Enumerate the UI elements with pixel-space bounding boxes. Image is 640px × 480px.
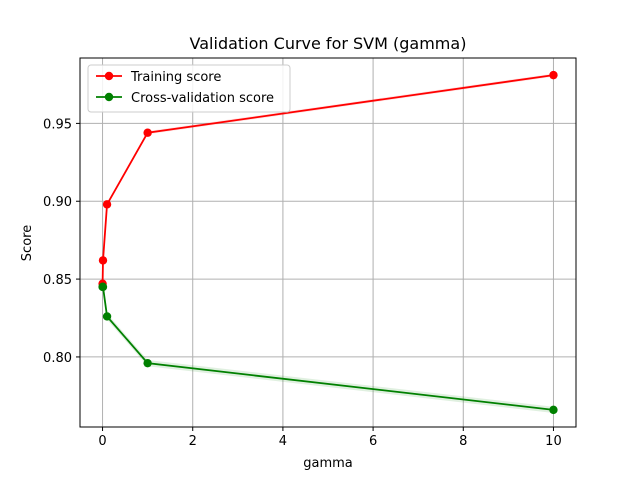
y-tick-label: 0.85 xyxy=(43,273,72,288)
x-axis-label: gamma xyxy=(303,456,353,471)
legend-label-training-score: Training score xyxy=(130,70,221,85)
x-tick-label: 10 xyxy=(545,434,562,449)
y-tick-label: 0.80 xyxy=(43,351,72,366)
training-score-point xyxy=(143,128,152,137)
cross-validation-score-point xyxy=(549,405,558,415)
y-tick-label: 0.90 xyxy=(43,195,72,210)
y-axis-label: Score xyxy=(20,225,35,261)
legend-label-cross-validation-score: Cross-validation score xyxy=(131,91,274,106)
legend: Training score Cross-validation score xyxy=(87,64,291,113)
chart-title: Validation Curve for SVM (gamma) xyxy=(190,34,467,53)
x-tick-label: 8 xyxy=(459,434,467,449)
grid xyxy=(80,58,576,427)
training-score-point xyxy=(549,70,558,80)
x-tick-label: 6 xyxy=(369,434,377,449)
cross-validation-score-point xyxy=(98,282,108,292)
training-score-point xyxy=(98,256,108,265)
x-tick-label: 4 xyxy=(279,434,287,449)
plot-frame xyxy=(79,57,577,428)
x-tick-label: 0 xyxy=(98,434,106,449)
y-tick-label: 0.95 xyxy=(43,117,72,132)
x-tick-label: 2 xyxy=(189,434,197,449)
legend-marker-cross-validation-score xyxy=(104,92,114,102)
training-score-point xyxy=(102,200,112,209)
ticks: 0 2 4 6 8 10 0.80 0.85 0.90 0.95 xyxy=(43,117,562,449)
series xyxy=(98,70,558,415)
cross-validation-score-point xyxy=(143,358,152,368)
cross-validation-score-point xyxy=(102,312,112,321)
legend-box xyxy=(87,64,291,113)
legend-marker-training-score xyxy=(104,71,114,81)
